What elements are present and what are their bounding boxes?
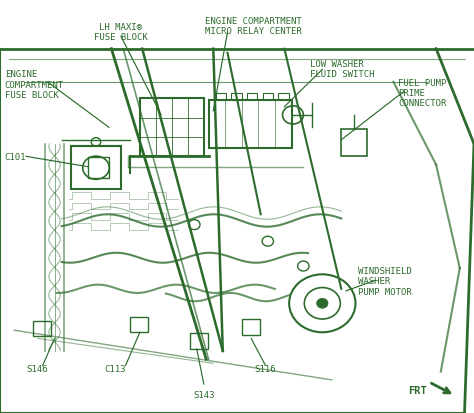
Bar xyxy=(216,94,226,101)
Text: LOW WASHER
FLUID SWITCH: LOW WASHER FLUID SWITCH xyxy=(310,60,375,79)
Bar xyxy=(71,147,121,190)
Text: C101: C101 xyxy=(5,152,26,161)
Bar xyxy=(209,101,292,149)
Bar xyxy=(231,94,242,101)
Text: S146: S146 xyxy=(26,364,47,373)
Bar xyxy=(242,320,260,335)
Circle shape xyxy=(317,299,328,309)
Bar xyxy=(88,158,109,178)
Bar xyxy=(341,130,367,157)
Text: C113: C113 xyxy=(104,364,126,373)
Bar xyxy=(130,317,148,332)
Text: LH MAXI®
FUSE BLOCK: LH MAXI® FUSE BLOCK xyxy=(94,23,148,42)
Text: ENGINE
COMPARTMENT
FUSE BLOCK: ENGINE COMPARTMENT FUSE BLOCK xyxy=(5,70,64,100)
Bar xyxy=(33,321,51,337)
Text: S143: S143 xyxy=(193,390,215,399)
Bar xyxy=(140,99,204,157)
Bar xyxy=(190,333,208,349)
Text: S116: S116 xyxy=(255,364,276,373)
Text: FRT: FRT xyxy=(408,385,427,395)
Text: ENGINE COMPARTMENT
MICRO RELAY CENTER: ENGINE COMPARTMENT MICRO RELAY CENTER xyxy=(205,17,302,36)
Text: WINDSHIELD
WASHER
PUMP MOTOR: WINDSHIELD WASHER PUMP MOTOR xyxy=(358,266,411,296)
Bar xyxy=(247,94,257,101)
Bar xyxy=(278,94,289,101)
Text: FUEL PUMP
PRIME
CONNECTOR: FUEL PUMP PRIME CONNECTOR xyxy=(398,78,447,108)
Bar xyxy=(263,94,273,101)
